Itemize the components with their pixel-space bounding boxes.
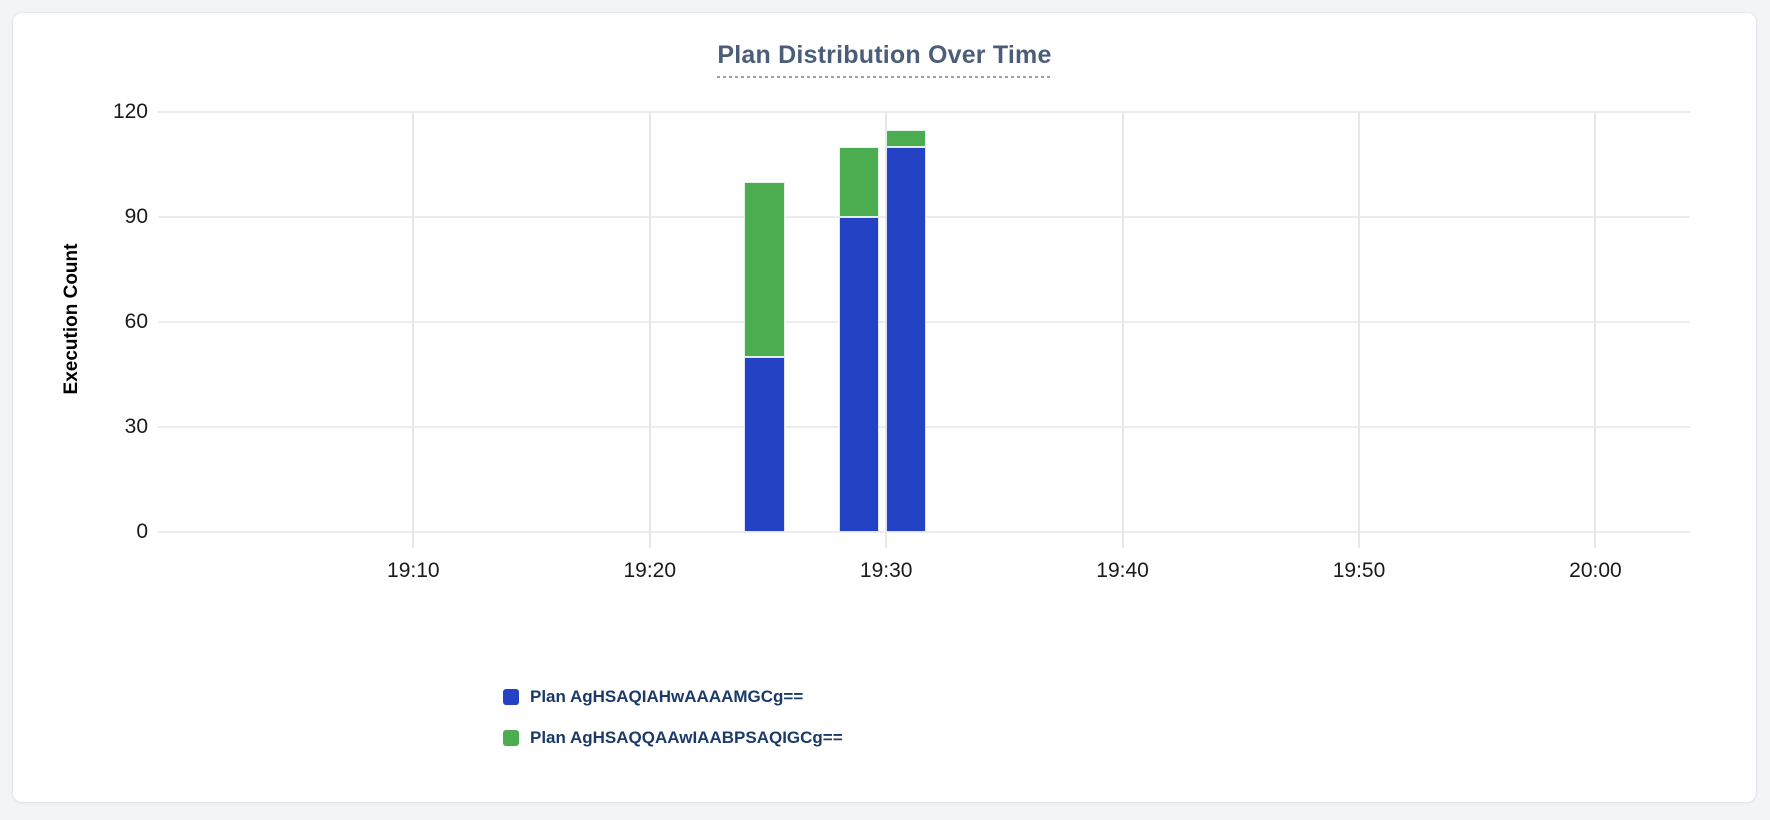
x-axis-tick-label: 19:10	[387, 559, 440, 582]
x-axis-tick-label: 19:20	[623, 559, 677, 582]
gridline-vertical	[1358, 112, 1360, 548]
x-axis-tick-label: 19:40	[1096, 559, 1149, 582]
bar-segment[interactable]	[744, 357, 785, 532]
bar-segment[interactable]	[838, 217, 880, 532]
y-axis-tick-label: 90	[124, 205, 148, 228]
bar-segment[interactable]	[886, 147, 927, 532]
chart-legend: Plan AgHSAQIAHwAAAAMGCg== Plan AgHSAQQAAw…	[503, 688, 843, 747]
gridline-vertical	[1594, 112, 1597, 548]
y-axis-tick-label: 120	[112, 100, 148, 123]
x-axis-tick-label: 20:00	[1569, 559, 1622, 582]
legend-label: Plan AgHSAQIAHwAAAAMGCg==	[530, 687, 804, 706]
panel-card: Plan Distribution Over Time Execution Co…	[12, 12, 1757, 803]
legend-item[interactable]: Plan AgHSAQIAHwAAAAMGCg==	[503, 688, 843, 706]
chart-title[interactable]: Plan Distribution Over Time	[717, 40, 1051, 78]
legend-swatch-icon	[503, 730, 519, 746]
legend-label: Plan AgHSAQQAAwIAABPSAQIGCg==	[530, 728, 843, 747]
y-axis-tick-label: 30	[124, 415, 148, 438]
y-axis-tick-label: 60	[124, 310, 148, 333]
bar-segment[interactable]	[886, 129, 927, 147]
legend-item[interactable]: Plan AgHSAQQAAwIAABPSAQIGCg==	[503, 729, 843, 747]
y-axis-tick-label: 0	[136, 520, 148, 543]
panel-header: Plan Distribution Over Time	[13, 40, 1756, 78]
legend-swatch-icon	[503, 689, 519, 705]
gridline-vertical	[1121, 112, 1124, 548]
bar-chart: Execution Count 0 30 60 90 120 19:10 19:20 19:3…	[13, 13, 1756, 802]
x-axis-tick-label: 19:30	[859, 559, 913, 582]
gridline-vertical	[412, 112, 415, 548]
gridline-horizontal	[158, 531, 1690, 533]
gridline-horizontal	[158, 111, 1690, 113]
x-axis-tick-label: 19:50	[1332, 559, 1386, 582]
bar-segment[interactable]	[838, 147, 880, 217]
gridline-vertical	[648, 112, 651, 548]
bar-segment[interactable]	[744, 182, 785, 357]
